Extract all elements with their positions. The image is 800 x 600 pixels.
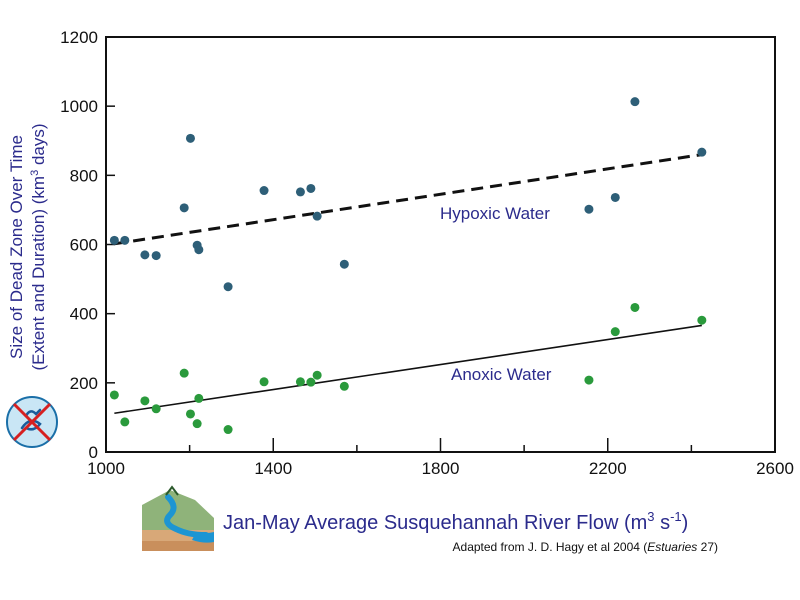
point-series-1-14 (584, 375, 594, 385)
point-series-0-11 (306, 183, 316, 193)
series-label-hypoxic: Hypoxic Water (440, 204, 550, 223)
x-axis-label: Jan-May Average Susquehannah River Flow … (223, 509, 688, 534)
point-series-1-15 (610, 327, 620, 337)
x-tick-label-1400: 1400 (254, 459, 292, 478)
x-tick-label-2600: 2600 (756, 459, 794, 478)
point-series-1-17 (697, 315, 707, 325)
point-series-1-13 (339, 381, 349, 391)
point-series-1-9 (259, 377, 269, 387)
point-series-1-16 (630, 302, 640, 312)
y-tick-label-800: 800 (70, 166, 98, 185)
y-axis-label-line2: (Extent and Duration) (km3 days) (29, 123, 48, 370)
trend-line-series-0 (114, 153, 703, 246)
point-series-1-6 (192, 419, 202, 429)
point-series-1-8 (223, 425, 233, 435)
trend-line-series-1 (114, 324, 702, 415)
y-axis-label-line1: Size of Dead Zone Over Time (7, 135, 26, 359)
point-series-0-14 (584, 204, 594, 214)
point-series-1-0 (109, 390, 119, 400)
point-series-0-15 (610, 192, 620, 202)
axis-ticks (105, 36, 776, 453)
y-tick-label-400: 400 (70, 305, 98, 324)
axis-tick-labels: 1000 1400 1800 2200 2600 0 200 400 600 800 1000 120… (60, 28, 794, 478)
y-tick-label-0: 0 (89, 443, 98, 462)
source-credit: Adapted from J. D. Hagy et al 2004 (Estu… (453, 540, 718, 554)
point-series-1-12 (312, 370, 322, 380)
point-series-0-9 (259, 186, 269, 196)
x-tick-label-2200: 2200 (589, 459, 627, 478)
point-series-0-10 (295, 187, 305, 197)
point-series-1-3 (151, 404, 161, 414)
point-series-0-2 (140, 250, 150, 260)
point-series-1-1 (120, 417, 130, 427)
point-series-0-3 (151, 251, 161, 261)
series-label-anoxic: Anoxic Water (451, 365, 552, 384)
trend-lines (114, 153, 703, 415)
river-landscape-icon (142, 485, 214, 551)
point-series-1-4 (179, 368, 189, 378)
point-series-1-10 (295, 377, 305, 387)
x-tick-label-1000: 1000 (87, 459, 125, 478)
point-series-0-17 (697, 147, 707, 157)
data-points (109, 97, 707, 435)
y-axis-label: Size of Dead Zone Over Time (Extent and … (7, 123, 48, 370)
point-series-0-16 (630, 97, 640, 107)
point-series-0-12 (312, 211, 322, 221)
y-tick-label-1000: 1000 (60, 97, 98, 116)
point-series-1-7 (194, 393, 204, 403)
point-series-0-7 (194, 245, 204, 255)
y-tick-label-600: 600 (70, 236, 98, 255)
point-series-0-8 (223, 282, 233, 292)
no-fish-icon (6, 396, 58, 448)
point-series-0-0 (109, 235, 119, 245)
point-series-0-13 (339, 259, 349, 269)
point-series-1-11 (306, 377, 316, 387)
y-tick-label-1200: 1200 (60, 28, 98, 47)
point-series-0-1 (120, 235, 130, 245)
point-series-1-5 (185, 409, 195, 419)
point-series-1-2 (140, 396, 150, 406)
point-series-0-4 (179, 203, 189, 213)
point-series-0-5 (185, 133, 195, 143)
y-tick-label-200: 200 (70, 374, 98, 393)
plot-area-frame (105, 36, 776, 453)
x-tick-label-1800: 1800 (422, 459, 460, 478)
